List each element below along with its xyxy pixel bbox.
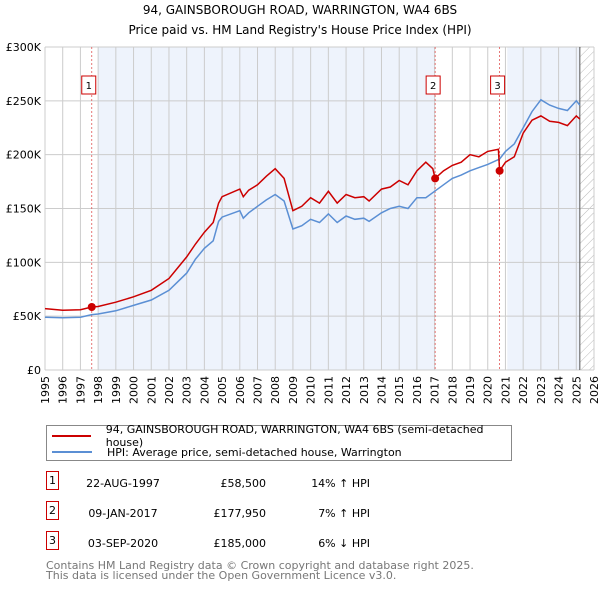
x-tick-label: 2007 <box>252 376 265 404</box>
y-tick-label: £100K <box>6 256 42 269</box>
x-tick-label: 2025 <box>570 376 583 404</box>
y-tick-label: £150K <box>6 203 42 216</box>
x-tick-label: 1998 <box>92 376 105 404</box>
x-tick-label: 2026 <box>588 376 600 404</box>
x-tick-label: 2004 <box>198 376 211 404</box>
sale-row-3: 3 03-SEP-2020 £185,000 6% ↓ HPI <box>0 531 600 557</box>
chart-subtitle: Price paid vs. HM Land Registry's House … <box>128 23 471 37</box>
legend-label-property: 94, GAINSBOROUGH ROAD, WARRINGTON, WA4 6… <box>105 423 484 449</box>
sale-date: 22-AUG-1997 <box>86 477 160 490</box>
x-tick-label: 2021 <box>499 376 512 404</box>
x-tick-label: 2010 <box>305 376 318 404</box>
sale-price: £58,500 <box>220 477 267 490</box>
x-tick-label: 2014 <box>375 376 388 404</box>
sale-hpi-diff: 7% ↑ HPI <box>318 507 370 520</box>
x-tick-label: 2022 <box>517 376 530 404</box>
x-tick-label: 2011 <box>322 376 335 404</box>
sale-price: £177,950 <box>213 507 267 520</box>
x-tick-label: 2003 <box>181 376 194 404</box>
x-tick-label: 2024 <box>553 376 566 404</box>
x-tick-label: 2005 <box>216 376 229 404</box>
x-tick-label: 2009 <box>287 376 300 404</box>
x-tick-label: 1995 <box>39 376 52 404</box>
y-tick-label: £300K <box>6 41 42 54</box>
series-line-property <box>44 114 581 311</box>
x-tick-label: 2001 <box>145 376 158 404</box>
footer: Contains HM Land Registry data © Crown c… <box>46 559 474 582</box>
legend: 94, GAINSBOROUGH ROAD, WARRINGTON, WA4 6… <box>46 423 512 461</box>
sale-point <box>431 174 440 183</box>
price-chart: 94, GAINSBOROUGH ROAD, WARRINGTON, WA4 6… <box>6 3 600 404</box>
legend-swatch-hpi <box>52 451 92 453</box>
sale-marker-label: 2 <box>46 501 59 520</box>
sale-date: 09-JAN-2017 <box>88 507 158 520</box>
sale-row-1: 1 22-AUG-1997 £58,500 14% ↑ HPI <box>0 471 600 497</box>
x-tick-label: 1996 <box>57 376 70 404</box>
sale-point <box>495 166 504 175</box>
x-tick-label: 2017 <box>429 376 442 404</box>
sale-marker-label: 1 <box>46 471 59 490</box>
x-tick-label: 2015 <box>393 376 406 404</box>
sale-point <box>87 303 96 312</box>
legend-label-hpi: HPI: Average price, semi-detached house,… <box>107 445 402 459</box>
sale-marker-label: 3 <box>46 531 59 550</box>
sale-hpi-diff: 14% ↑ HPI <box>311 477 370 490</box>
sale-annotation-label: 2 <box>430 81 436 92</box>
x-tick-label: 1997 <box>74 376 87 404</box>
sale-annotation-label: 1 <box>86 81 92 92</box>
y-tick-label: £200K <box>6 149 42 162</box>
sale-row-2: 2 09-JAN-2017 £177,950 7% ↑ HPI <box>0 501 600 527</box>
x-tick-label: 2023 <box>535 376 548 404</box>
sale-annotation-box <box>425 75 441 95</box>
legend-swatch-property <box>52 435 91 437</box>
legend-item-property: 94, GAINSBOROUGH ROAD, WARRINGTON, WA4 6… <box>52 423 511 449</box>
y-tick-label: £50K <box>13 310 42 323</box>
sale-price: £185,000 <box>213 537 267 550</box>
x-tick-label: 2008 <box>269 376 282 404</box>
footer-line-2: This data is licensed under the Open Gov… <box>46 569 397 582</box>
x-tick-label: 2002 <box>163 376 176 404</box>
x-tick-label: 2000 <box>128 376 141 404</box>
sale-hpi-diff: 6% ↓ HPI <box>318 537 370 550</box>
footer-line-1: Contains HM Land Registry data © Crown c… <box>46 559 474 572</box>
chart-title: 94, GAINSBOROUGH ROAD, WARRINGTON, WA4 6… <box>143 3 457 17</box>
sale-annotation-label: 3 <box>494 81 500 92</box>
y-tick-label: £0 <box>27 364 41 377</box>
x-tick-label: 2013 <box>358 376 371 404</box>
x-tick-label: 2016 <box>411 376 424 404</box>
x-tick-label: 2020 <box>482 376 495 404</box>
sale-annotation-box <box>490 75 506 95</box>
y-tick-label: £250K <box>6 95 42 108</box>
x-tick-label: 2019 <box>464 376 477 404</box>
x-tick-label: 2006 <box>234 376 247 404</box>
legend-item-hpi: HPI: Average price, semi-detached house,… <box>52 444 402 460</box>
series-line-hpi <box>44 98 581 319</box>
x-tick-label: 2018 <box>446 376 459 404</box>
x-tick-label: 2012 <box>340 376 353 404</box>
sale-date: 03-SEP-2020 <box>87 537 159 550</box>
x-tick-label: 1999 <box>110 376 123 404</box>
sale-annotation-box <box>81 75 97 95</box>
